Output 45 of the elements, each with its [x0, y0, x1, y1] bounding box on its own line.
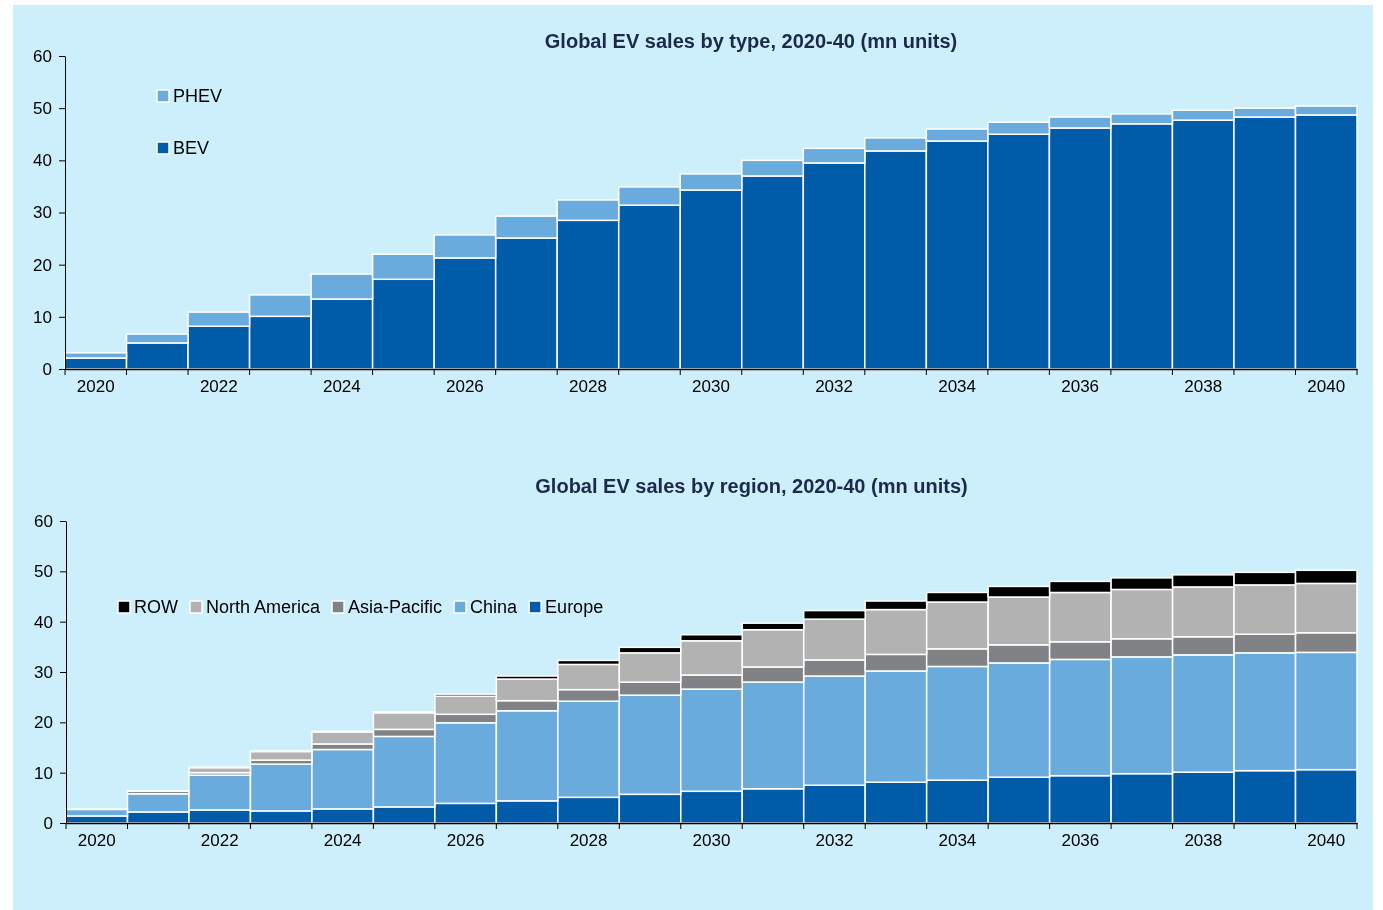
x-tick-label: 2022: [200, 831, 239, 851]
y-tick-label: 40: [33, 151, 52, 171]
x-tick-label: 2028: [569, 377, 607, 397]
x-tick-label: 2040: [1307, 831, 1346, 851]
x-tick-label: 2036: [1061, 831, 1100, 851]
x-tick-label: 2038: [1184, 377, 1223, 397]
y-tick-label: 50: [34, 562, 53, 582]
legend-label: China: [470, 597, 519, 617]
y-tick-label: 10: [34, 763, 53, 783]
x-tick-label: 2028: [569, 831, 608, 851]
x-tick-label: 2026: [446, 831, 485, 851]
x-tick-label: 2034: [938, 377, 977, 397]
chart-title: Global EV sales by region, 2020-40 (mn units): [535, 475, 968, 497]
y-tick-label: 20: [34, 713, 53, 733]
y-tick-label: 60: [34, 511, 53, 531]
legend-label: BEV: [173, 138, 210, 158]
x-tick-label: 2020: [77, 831, 116, 851]
x-tick-label: 2036: [1061, 377, 1100, 397]
x-tick-label: 2038: [1184, 831, 1223, 851]
x-tick-label: 2030: [692, 831, 731, 851]
y-tick-label: 20: [33, 255, 52, 275]
y-tick-label: 40: [34, 612, 53, 632]
x-tick-label: 2030: [692, 377, 730, 397]
x-tick-label: 2024: [322, 377, 361, 397]
x-tick-label: 2032: [815, 831, 854, 851]
legend-label: Asia-Pacific: [348, 597, 443, 617]
x-tick-label: 2040: [1307, 377, 1346, 397]
y-tick-label: 60: [33, 46, 52, 66]
x-tick-label: 2020: [76, 377, 115, 397]
legend-label: PHEV: [173, 86, 223, 106]
x-tick-label: 2022: [199, 377, 238, 397]
y-tick-label: 0: [43, 813, 53, 833]
y-tick-label: 30: [34, 662, 53, 682]
x-tick-label: 2034: [938, 831, 977, 851]
legend-label: Europe: [545, 597, 604, 617]
legend-label: North America: [206, 597, 322, 617]
x-tick-label: 2026: [445, 377, 484, 397]
y-tick-label: 30: [33, 203, 52, 223]
x-tick-label: 2024: [323, 831, 362, 851]
chart-title: Global EV sales by type, 2020-40 (mn units): [544, 30, 958, 52]
y-tick-label: 0: [42, 359, 52, 379]
legend-label: ROW: [134, 597, 178, 617]
x-tick-label: 2032: [815, 377, 853, 397]
y-tick-label: 10: [33, 307, 52, 327]
y-tick-label: 50: [33, 99, 52, 119]
